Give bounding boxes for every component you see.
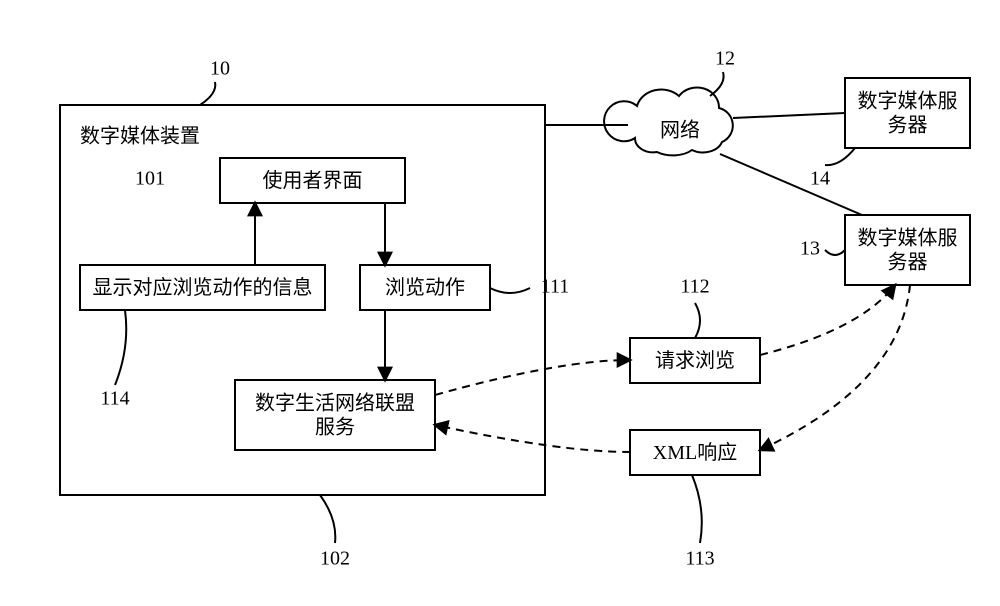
ref-leader-media-server-14 — [825, 148, 855, 165]
ref-label-device-container: 10 — [210, 58, 230, 80]
svg-text:数字媒体服: 数字媒体服 — [858, 227, 958, 250]
node-xml-response: XML响应 — [630, 430, 760, 475]
ref-label-browse-action: 111 — [541, 276, 570, 298]
ref-label-network-cloud: 12 — [715, 48, 735, 70]
svg-text:务器: 务器 — [888, 114, 928, 137]
edge-server13-to-xml — [760, 285, 910, 450]
svg-text:务器: 务器 — [888, 251, 928, 274]
svg-text:显示对应浏览动作的信息: 显示对应浏览动作的信息 — [93, 276, 313, 299]
node-dlna-service: 数字生活网络联盟服务 — [235, 380, 435, 450]
diagram-canvas: 数字媒体装置 网络 使用者界面显示对应浏览动作的信息 浏览动作数字生活网络联盟服务… — [0, 0, 1000, 606]
node-browse-action: 浏览动作 — [360, 265, 490, 310]
svg-text:使用者界面: 使用者界面 — [263, 169, 363, 192]
node-media-server-14: 数字媒体服务器 — [845, 78, 970, 148]
svg-text:浏览动作: 浏览动作 — [385, 276, 465, 299]
svg-text:XML响应: XML响应 — [653, 441, 737, 464]
ref-label-xml-response: 113 — [685, 548, 714, 570]
ref-label-media-server-13: 13 — [800, 238, 820, 260]
ref-leader-media-server-13 — [825, 250, 845, 255]
node-display-info: 显示对应浏览动作的信息 — [80, 265, 325, 310]
ref-leader-device-container — [200, 82, 215, 105]
ref-label-ui: 101 — [135, 168, 165, 190]
edge-network-to-server13 — [720, 154, 862, 215]
node-ui: 使用者界面 — [220, 158, 405, 203]
node-request-browse: 请求浏览 — [630, 338, 760, 383]
device-container-label: 数字媒体装置 — [80, 125, 200, 148]
ref-label-dlna-service: 102 — [320, 548, 350, 570]
ref-label-request-browse: 112 — [680, 276, 709, 298]
svg-text:数字媒体服: 数字媒体服 — [858, 90, 958, 113]
ref-leader-dlna-service — [320, 495, 335, 543]
edge-network-to-server14 — [733, 113, 845, 118]
node-media-server-13: 数字媒体服务器 — [845, 215, 970, 285]
network-cloud: 网络 — [604, 87, 733, 155]
svg-text:服务: 服务 — [315, 416, 355, 439]
ref-label-media-server-14: 14 — [810, 168, 830, 190]
svg-text:网络: 网络 — [660, 119, 700, 142]
ref-label-display-info: 114 — [100, 388, 129, 410]
ref-leader-request-browse — [695, 303, 700, 338]
edge-request-to-server13 — [760, 285, 895, 355]
svg-text:请求浏览: 请求浏览 — [655, 349, 735, 372]
ref-leader-xml-response — [692, 475, 702, 543]
svg-text:数字生活网络联盟: 数字生活网络联盟 — [255, 392, 415, 415]
